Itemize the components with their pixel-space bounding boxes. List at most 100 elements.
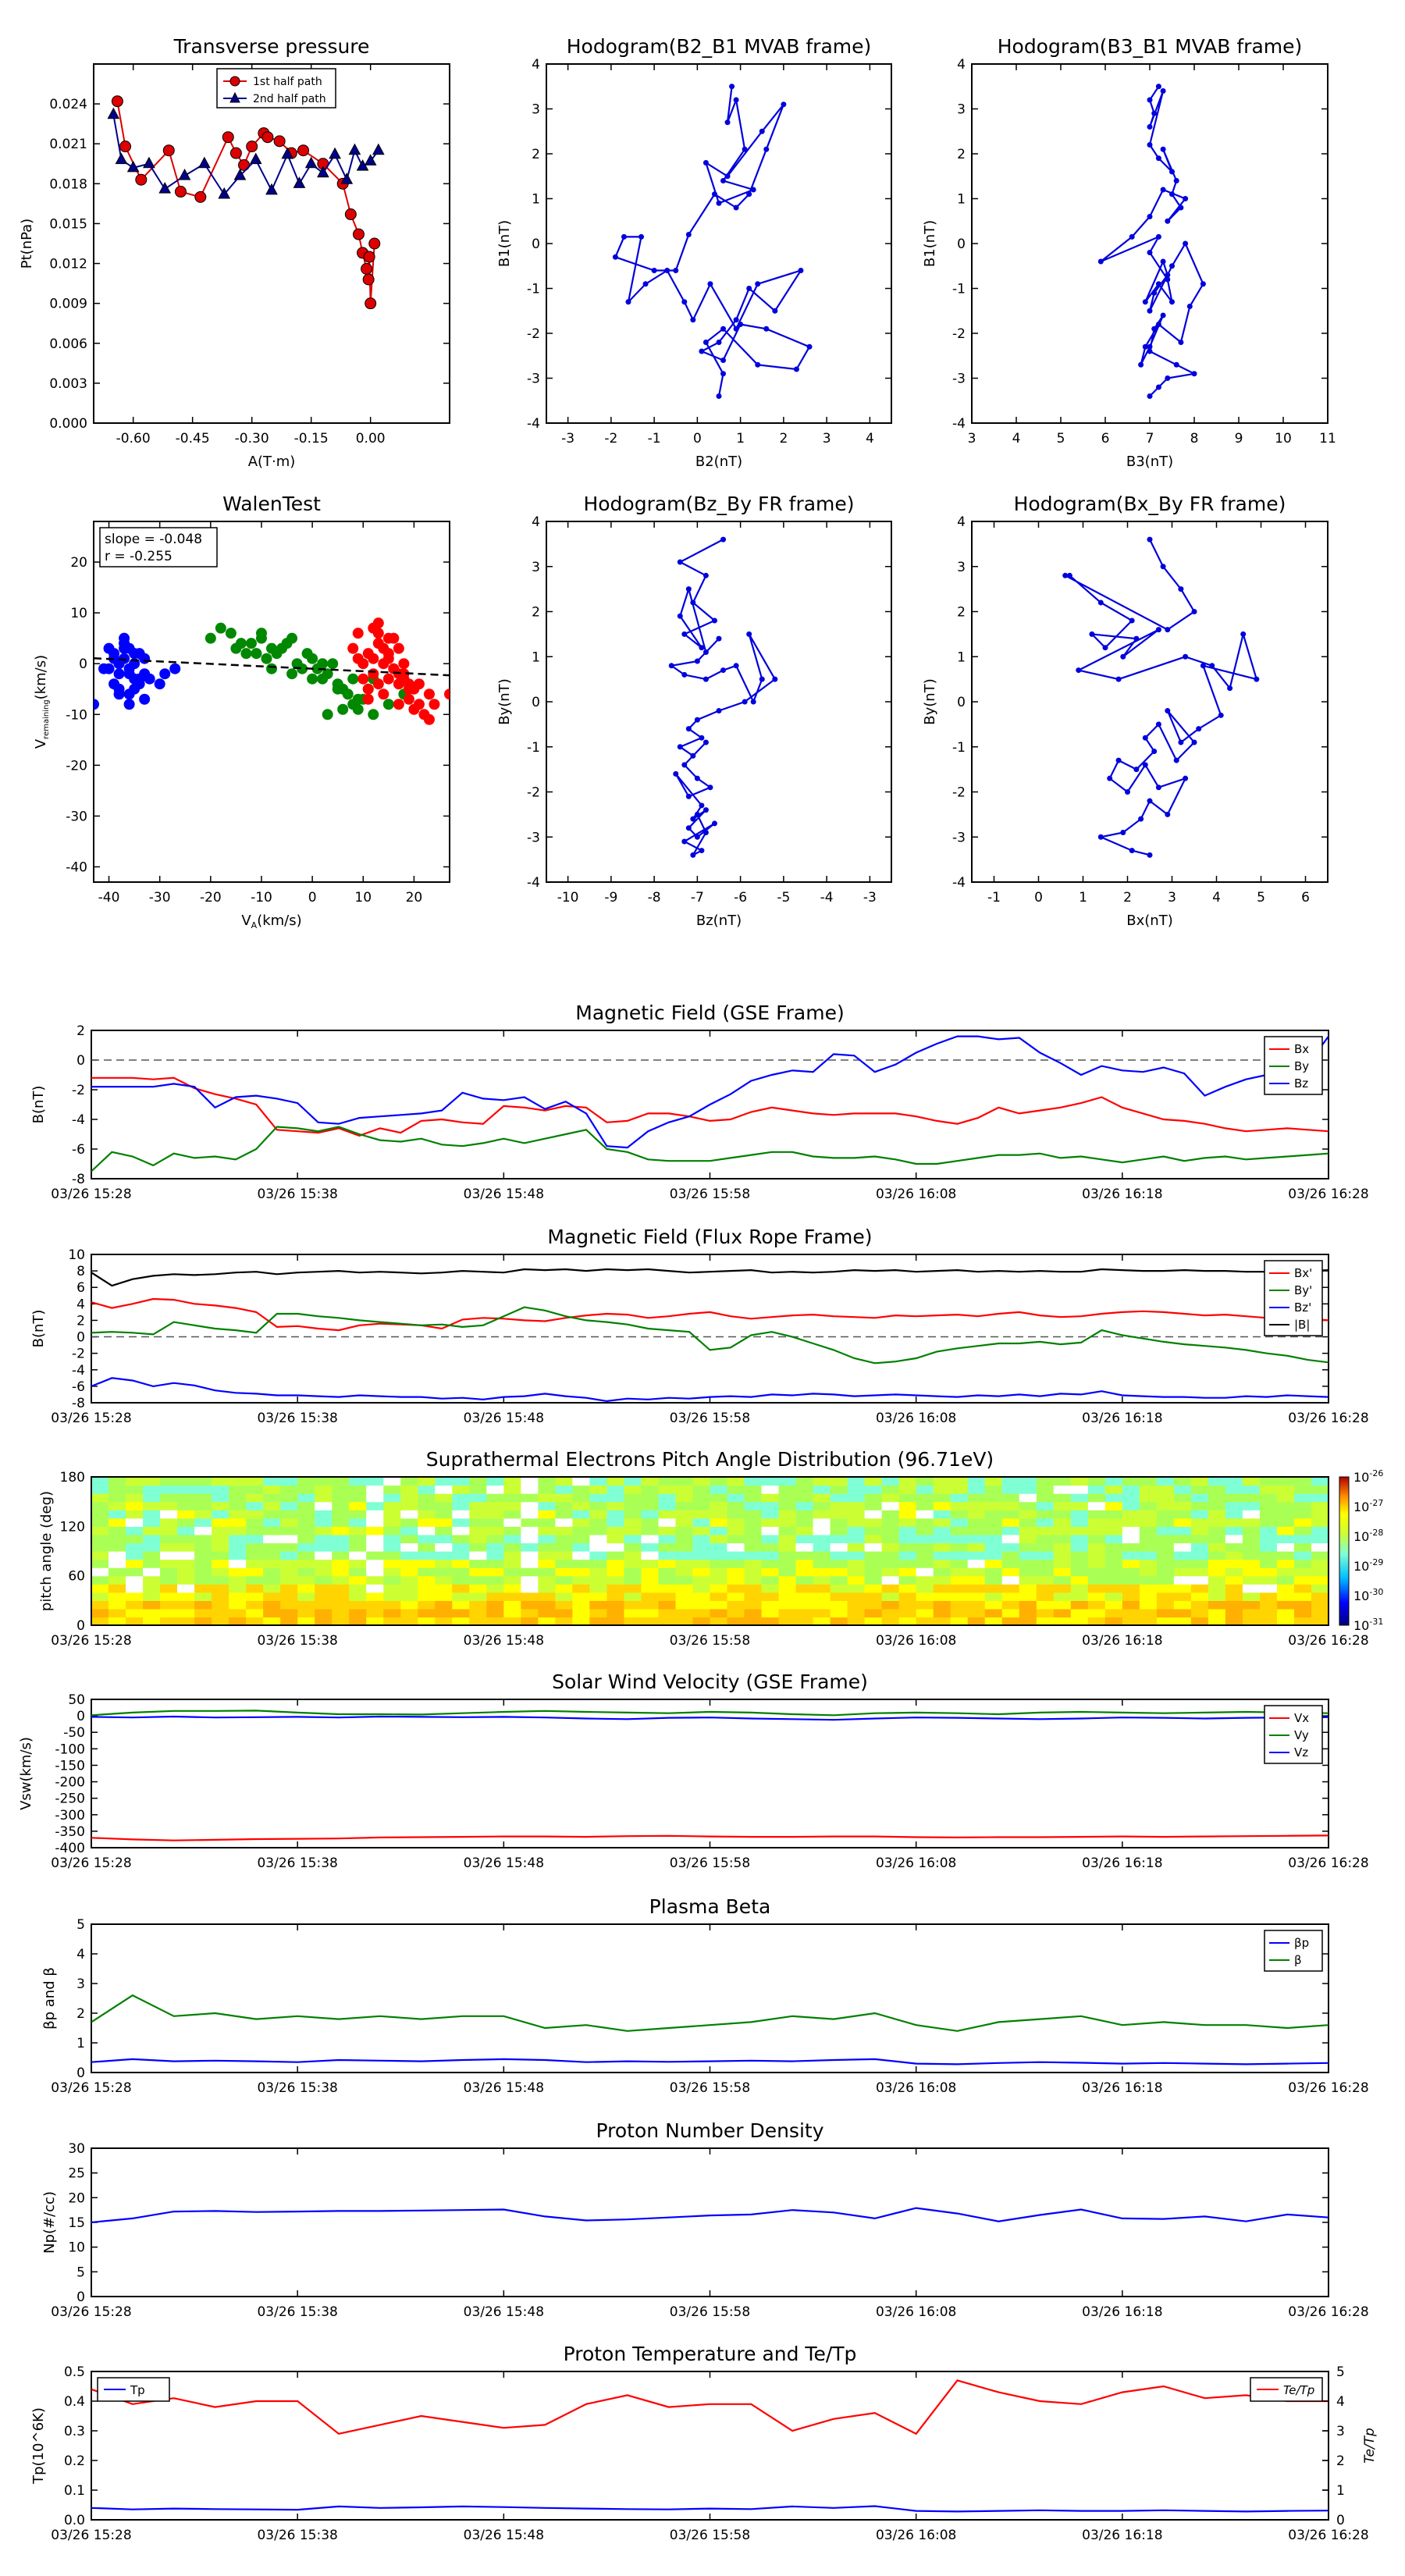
heatmap-cell <box>744 1534 763 1544</box>
heatmap-cell <box>1036 1542 1055 1552</box>
heatmap-cell <box>881 1542 900 1552</box>
plot-frame <box>91 1476 1329 1626</box>
heatmap-cell <box>1311 1551 1329 1560</box>
heatmap-cell <box>572 1592 591 1601</box>
heatmap-cell <box>916 1584 934 1593</box>
heatmap-cell <box>194 1526 212 1535</box>
heatmap-cell <box>126 1567 144 1577</box>
data-point <box>742 699 748 705</box>
y2-tick-label: 1 <box>1336 2483 1345 2499</box>
data-point <box>1151 749 1158 755</box>
heatmap-cell <box>744 1477 763 1486</box>
heatmap-cell <box>91 1485 109 1494</box>
heatmap-cell <box>641 1493 660 1503</box>
heatmap-cell <box>589 1517 608 1527</box>
legend-label: 1st half path <box>253 76 322 88</box>
heatmap-cell <box>624 1493 642 1503</box>
heatmap-cell <box>229 1526 247 1535</box>
heatmap-cell <box>383 1608 401 1618</box>
heatmap-cell <box>108 1567 126 1577</box>
heatmap-cell <box>658 1477 677 1486</box>
heatmap-cell <box>469 1542 487 1552</box>
data-point <box>1173 757 1179 763</box>
heatmap-cell <box>1311 1493 1329 1503</box>
data-point <box>238 158 251 171</box>
heatmap-cell <box>1104 1551 1123 1560</box>
heatmap-cell <box>692 1485 711 1494</box>
heatmap-cell <box>486 1592 504 1601</box>
legend-marker <box>229 76 240 87</box>
heatmap-cell <box>984 1485 1003 1494</box>
heatmap-cell <box>315 1501 333 1510</box>
data-point <box>255 628 267 639</box>
heatmap-cell <box>108 1600 126 1610</box>
panel-mag_fr: Magnetic Field (Flux Rope Frame)-8-6-4-2… <box>30 1226 1369 1426</box>
y-tick-label: 4 <box>76 1297 85 1312</box>
heatmap-cell <box>710 1551 728 1560</box>
x-tick-label: 03/26 16:28 <box>1288 1411 1368 1426</box>
x-tick-label: 6 <box>1301 890 1310 906</box>
data-point <box>169 663 181 674</box>
heatmap-cell <box>847 1501 866 1510</box>
data-point <box>681 631 688 637</box>
data-point <box>702 829 709 835</box>
panel-hodo_bzby: Hodogram(Bz_By FR frame)-4-3-2-101234-10… <box>496 493 892 929</box>
heatmap-cell <box>486 1517 504 1527</box>
data-point <box>123 699 135 710</box>
heatmap-cell <box>675 1477 694 1486</box>
heatmap-cell <box>813 1575 831 1585</box>
heatmap-cell <box>521 1559 539 1568</box>
heatmap-cell <box>1190 1542 1209 1552</box>
series-line <box>91 1834 1329 1841</box>
heatmap-cell <box>1104 1600 1123 1610</box>
heatmap-cell <box>675 1592 694 1601</box>
heatmap-cell <box>1087 1510 1106 1519</box>
heatmap-cell <box>91 1534 109 1544</box>
plot-frame <box>93 63 450 424</box>
heatmap-cell <box>400 1551 418 1560</box>
y-tick-label: 8 <box>76 1264 85 1279</box>
heatmap-cell <box>658 1534 677 1544</box>
heatmap-cell <box>1259 1493 1278 1503</box>
heatmap-cell <box>91 1567 109 1577</box>
x-tick-label: 03/26 15:28 <box>51 2080 131 2096</box>
heatmap-cell <box>813 1608 831 1618</box>
legend-label: Vy <box>1294 1728 1309 1742</box>
chart-title: Proton Number Density <box>596 2119 824 2142</box>
heatmap-cell <box>1259 1501 1278 1510</box>
heatmap-cell <box>1311 1526 1329 1535</box>
heatmap-cell <box>212 1526 229 1535</box>
heatmap-cell <box>246 1501 264 1510</box>
heatmap-cell <box>315 1477 333 1486</box>
heatmap-cell <box>1053 1485 1072 1494</box>
heatmap-cell <box>452 1510 470 1519</box>
heatmap-cell <box>1293 1567 1312 1577</box>
heatmap-cell <box>521 1600 539 1610</box>
heatmap-cell <box>418 1485 436 1494</box>
data-point <box>755 281 761 287</box>
heatmap-cell <box>916 1501 934 1510</box>
heatmap-cell <box>555 1485 573 1494</box>
heatmap-cell <box>126 1526 144 1535</box>
data-point <box>205 632 216 644</box>
heatmap-cell <box>692 1542 711 1552</box>
heatmap-cell <box>675 1542 694 1552</box>
heatmap-cell <box>1173 1534 1192 1544</box>
heatmap-cell <box>1053 1501 1072 1510</box>
y-tick-label: -2 <box>952 326 966 342</box>
heatmap-cell <box>1070 1600 1089 1610</box>
heatmap-cell <box>1104 1608 1123 1618</box>
heatmap-cell <box>1156 1600 1175 1610</box>
x-tick-label: -8 <box>648 890 661 906</box>
data-point <box>612 254 618 260</box>
colorbar-label: 10-29 <box>1353 1557 1383 1574</box>
data-point <box>1173 178 1179 183</box>
data-point <box>668 663 674 669</box>
heatmap-cell <box>606 1485 625 1494</box>
heatmap-cell <box>984 1617 1003 1626</box>
y-tick-label: -1 <box>952 282 966 297</box>
data-point <box>681 299 688 305</box>
heatmap-cell <box>1019 1485 1037 1494</box>
heatmap-cell <box>435 1584 453 1593</box>
